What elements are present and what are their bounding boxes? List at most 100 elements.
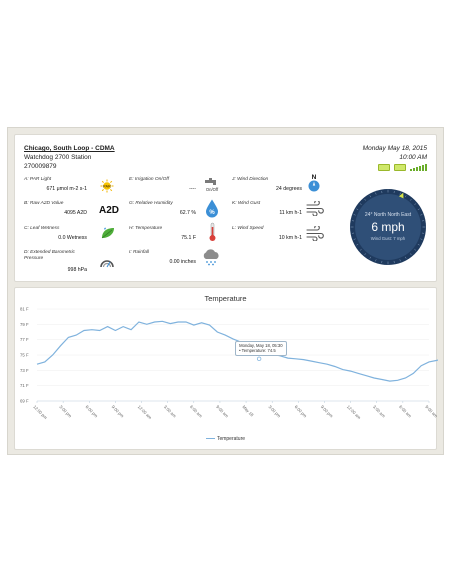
date-text: Monday May 18, 2015: [362, 145, 427, 152]
dial-tick: [409, 198, 412, 201]
x-tick-label: 12:00 pm: [32, 404, 48, 420]
leaf-icon: [101, 227, 114, 239]
sensor-wind-gust[interactable]: K: Wind Gust 11 km h-1: [232, 201, 302, 217]
dial-tick: [353, 238, 356, 240]
sensor-label: C: Leaf Wetness: [24, 226, 60, 231]
x-tick-label: 6:00 pm: [294, 404, 309, 419]
sensor-wind-direction[interactable]: J: Wind Direction 24 degrees: [232, 177, 302, 193]
sensor-value: 11 km h-1: [279, 210, 302, 216]
dial-tick: [414, 248, 417, 251]
sensor-label: B: Raw A2D Value: [24, 201, 64, 206]
hover-point: [256, 356, 262, 362]
temperature-chart[interactable]: 81 F 79 F 77 F 75 F 73 F 71 F 69 F 12:00 pm 3:0…: [15, 288, 438, 451]
dial-tick: [369, 256, 371, 259]
dial-tick: [417, 244, 420, 246]
station-model: Watchdog 2700 Station: [24, 154, 92, 161]
x-tick-label: 3:00 pm: [58, 404, 73, 419]
dial-tick: [375, 259, 377, 262]
y-tick-label: 73 F: [20, 368, 29, 373]
sensor-wind-speed[interactable]: L: Wind Speed 10 km h-1: [232, 226, 302, 242]
tooltip-value: • Temperature: 74.5: [239, 348, 276, 354]
sensor-value: 0.00 inches: [169, 259, 196, 265]
sensor-temperature[interactable]: H: Temperature 75.1 F: [129, 226, 196, 242]
dial-speed-text: 6 mph: [371, 220, 404, 234]
sensor-leaf-wetness[interactable]: C: Leaf Wetness 0.0 Wetness: [24, 226, 87, 242]
dial-tick: [399, 259, 401, 262]
thermometer-icon: [209, 222, 216, 241]
dial-tick: [375, 192, 377, 195]
faucet-label: On/Off: [206, 187, 219, 192]
dial-tick: [420, 214, 423, 216]
sensor-value: 24 degrees: [276, 186, 302, 192]
status-indicators: [378, 164, 427, 171]
y-tick-label: 75 F: [20, 353, 29, 358]
x-tick-label: 6:00 pm: [85, 404, 100, 419]
dial-tick: [417, 208, 420, 210]
sensor-label: I: Rainfall: [129, 250, 149, 255]
station-id: 270009879: [24, 163, 57, 170]
x-tick-label: 3:00 am: [163, 404, 178, 419]
sensor-label: A: PAR Light: [24, 177, 52, 182]
sensor-label: L: Wind Speed: [232, 226, 264, 231]
y-tick-label: 77 F: [20, 337, 29, 342]
dial-tick: [359, 248, 362, 251]
y-tick-label: 81 F: [20, 307, 29, 312]
dial-tick: [359, 203, 362, 206]
sensor-par-light[interactable]: A: PAR Light 671 μmol m-2 s-1: [24, 177, 87, 193]
legend-label: Temperature: [216, 436, 246, 442]
chart-tooltip: Monday, May 18, 05:30 • Temperature: 74.…: [235, 340, 287, 356]
wind-icon: [306, 226, 324, 241]
dial-tick: [414, 203, 417, 206]
sensor-value: 671 μmol m-2 s-1: [46, 186, 87, 192]
temperature-chart-panel: Temperature 81 F 79 F 77 F 75 F 73 F 71 F 69 F…: [14, 287, 438, 451]
dial-tick: [420, 238, 423, 240]
x-tick-label: 9:00 am: [215, 404, 230, 419]
dial-tick: [356, 244, 359, 246]
sensor-value: ----: [189, 186, 196, 192]
station-name-link[interactable]: Chicago, South Loop - CDMA: [24, 145, 115, 152]
sensor-value: 75.1 F: [181, 235, 196, 241]
sensor-label: H: Temperature: [129, 226, 163, 231]
sensor-value: 4095 A2D: [64, 210, 87, 216]
dial-face: [355, 194, 421, 260]
sensor-relative-humidity[interactable]: G: Relative Humidity 62.7 %: [129, 201, 196, 217]
sensor-label: G: Relative Humidity: [129, 201, 173, 206]
chart-legend[interactable]: Temperature: [15, 436, 436, 442]
sensor-rainfall[interactable]: I: Rainfall 0.00 inches: [129, 250, 196, 266]
x-tick-label: 12:00 am: [137, 404, 153, 420]
dial-tick: [369, 195, 371, 198]
wind-heading-marker: [398, 192, 404, 199]
x-tick-label: 9:00 pm: [111, 404, 126, 419]
y-tick-label: 69 F: [20, 399, 29, 404]
sensor-irrigation[interactable]: E: Irrigation On/Off ----: [129, 177, 196, 193]
x-tick-label: 9:00 am: [424, 404, 438, 419]
sensor-barometric-pressure[interactable]: D: Extended Barometric Pressure 998 hPa: [24, 250, 87, 274]
timestamp: Monday May 18, 2015 10:00 AM: [363, 144, 427, 162]
sensor-value: 998 hPa: [67, 267, 87, 273]
sun-par-icon: PAR: [100, 179, 114, 193]
wind-direction-dial[interactable]: 24° North North East 6 mph Wind Gust: 7 …: [349, 188, 427, 266]
chart-title: Temperature: [204, 294, 247, 303]
power-icon: [394, 164, 406, 171]
station-panel: Chicago, South Loop - CDMA Watchdog 2700…: [14, 134, 437, 282]
dial-ticks: [350, 189, 426, 265]
compass-north-icon: N: [308, 174, 320, 192]
dial-tick: [364, 198, 367, 201]
y-tick-label: 71 F: [20, 383, 29, 388]
dial-tick: [356, 208, 359, 210]
sensor-value: 62.7 %: [179, 210, 196, 216]
tooltip-title: Monday, May 18, 05:30: [239, 342, 283, 348]
humidity-drop-icon: %: [206, 199, 218, 218]
rain-cloud-icon: [203, 249, 219, 266]
dashboard-frame: Chicago, South Loop - CDMA Watchdog 2700…: [7, 127, 444, 455]
compass-letter: N: [312, 174, 317, 181]
x-tick-label: 6:00 am: [398, 404, 413, 419]
svg-text:PAR: PAR: [103, 185, 111, 189]
battery-icon: [378, 164, 390, 171]
x-tick-label: 3:00 am: [372, 404, 387, 419]
station-info: Chicago, South Loop - CDMA Watchdog 2700…: [24, 144, 115, 171]
sensor-raw-a2d[interactable]: B: Raw A2D Value 4095 A2D: [24, 201, 87, 217]
x-tick-label: May 18: [241, 404, 255, 418]
barometer-icon: [100, 260, 114, 268]
x-tick-label: 12:00 am: [346, 404, 362, 420]
